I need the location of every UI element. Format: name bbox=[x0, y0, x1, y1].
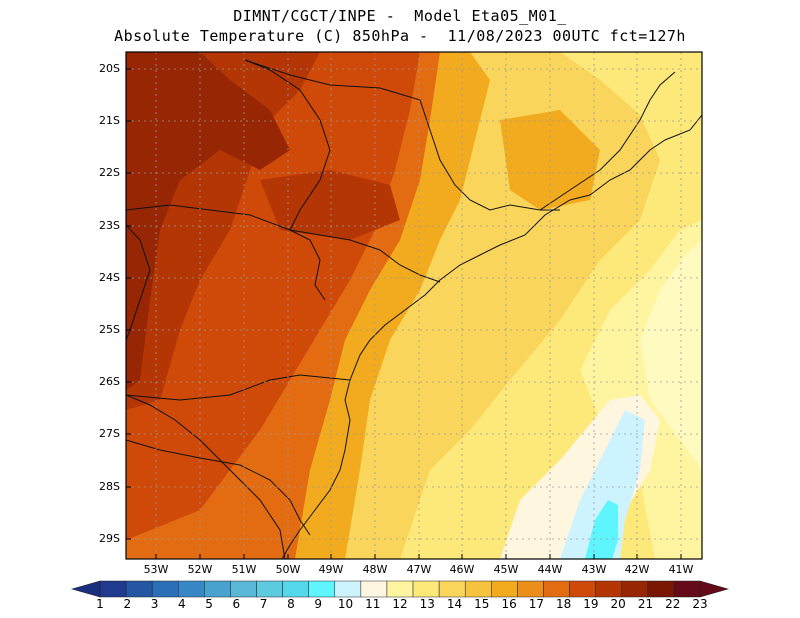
colorbar-cell bbox=[256, 580, 283, 598]
colorbar-right-arrow bbox=[699, 580, 730, 598]
lon-label-45w: 45W bbox=[493, 563, 519, 576]
colorbar-label: 21 bbox=[637, 597, 654, 611]
lon-label-53w: 53W bbox=[143, 563, 169, 576]
colorbar-cell bbox=[282, 580, 309, 598]
state-border-mg-rj bbox=[539, 71, 676, 211]
lon-label-42w: 42W bbox=[624, 563, 650, 576]
colorbar-cell bbox=[308, 580, 336, 598]
lon-label-41w: 41W bbox=[668, 563, 694, 576]
colorbar-label: 14 bbox=[446, 597, 463, 611]
lat-label-21s: 21S bbox=[99, 114, 120, 127]
colorbar-cell bbox=[621, 580, 649, 598]
colorbar-label: 5 bbox=[205, 597, 213, 611]
colorbar-label: 8 bbox=[287, 597, 295, 611]
map-title-line-1: DIMNT/CGCT/INPE - Model Eta05_M01_ bbox=[233, 7, 567, 25]
colorbar-cell bbox=[230, 580, 257, 598]
colorbar-cell bbox=[569, 580, 596, 598]
lon-label-49w: 49W bbox=[318, 563, 344, 576]
colorbar-cells bbox=[99, 580, 701, 598]
colorbar-cell bbox=[412, 580, 440, 598]
colorbar-label: 18 bbox=[555, 597, 572, 611]
colorbar-left-arrow bbox=[70, 580, 101, 598]
graticule bbox=[126, 52, 702, 559]
colorbar-cell bbox=[204, 580, 231, 598]
colorbar-cell bbox=[673, 580, 701, 598]
state-border-ms-sp bbox=[244, 59, 331, 231]
colorbar-cell bbox=[151, 580, 179, 598]
lat-label-22s: 22S bbox=[99, 166, 120, 179]
colorbar-label: 20 bbox=[610, 597, 626, 611]
colorbar-label: 1 bbox=[96, 597, 104, 611]
lon-label-51w: 51W bbox=[231, 563, 257, 576]
lat-label-28s: 28S bbox=[99, 480, 120, 493]
state-border-mg-sp bbox=[244, 59, 560, 211]
coastline bbox=[281, 114, 702, 559]
state-border-sc-rs bbox=[126, 439, 311, 536]
colorbar-cell bbox=[517, 580, 544, 598]
colorbar-label: 3 bbox=[150, 597, 159, 611]
lat-label-24s: 24S bbox=[99, 271, 120, 284]
colorbar-cell bbox=[438, 580, 466, 598]
colorbar-cell bbox=[99, 580, 127, 598]
colorbar-cell bbox=[595, 580, 622, 598]
colorbar-label: 7 bbox=[259, 597, 268, 611]
lon-label-48w: 48W bbox=[362, 563, 388, 576]
colorbar-label: 15 bbox=[474, 597, 490, 611]
colorbar-label: 22 bbox=[665, 597, 681, 611]
lon-label-52w: 52W bbox=[187, 563, 213, 576]
colorbar-label: 17 bbox=[528, 597, 544, 611]
temperature-field bbox=[126, 52, 702, 559]
lon-label-43w: 43W bbox=[581, 563, 607, 576]
colorbar-label: 19 bbox=[583, 597, 599, 611]
colorbar-cell bbox=[647, 580, 675, 598]
colorbar-label: 23 bbox=[692, 597, 708, 611]
colorbar-label: 6 bbox=[232, 597, 241, 611]
colorbar-cell bbox=[491, 580, 518, 598]
lat-label-26s: 26S bbox=[99, 375, 120, 388]
colorbar-label: 9 bbox=[314, 597, 322, 611]
temp-region-20b bbox=[260, 170, 400, 240]
colorbar-cell bbox=[178, 580, 205, 598]
colorbar-cell bbox=[464, 580, 492, 598]
colorbar-label: 16 bbox=[501, 597, 517, 611]
temp-region-12 bbox=[640, 240, 702, 470]
colorbar-cell bbox=[125, 580, 153, 598]
axis-ticks bbox=[126, 68, 682, 559]
colorbar-label: 4 bbox=[177, 597, 186, 611]
colorbar-cell bbox=[360, 580, 388, 598]
boundaries bbox=[126, 59, 702, 559]
border-argentina bbox=[126, 394, 286, 559]
lon-label-46w: 46W bbox=[449, 563, 475, 576]
temp-region-21 bbox=[126, 52, 290, 390]
lat-label-25s: 25S bbox=[99, 323, 120, 336]
colorbar-label: 2 bbox=[123, 597, 132, 611]
map-frame bbox=[125, 51, 703, 560]
border-paraguay bbox=[126, 224, 151, 341]
colorbar-label: 11 bbox=[365, 597, 381, 611]
state-border-sp-pr bbox=[289, 229, 441, 283]
lat-label-23s: 23S bbox=[99, 219, 120, 232]
lon-label-47w: 47W bbox=[406, 563, 432, 576]
colorbar-label: 10 bbox=[337, 597, 354, 611]
lat-label-27s: 27S bbox=[99, 427, 120, 440]
temp-region-16 bbox=[290, 52, 490, 559]
temp-region-9 bbox=[585, 500, 618, 559]
colorbar-cell bbox=[386, 580, 414, 598]
colorbar-cell bbox=[334, 580, 362, 598]
colorbar-label: 13 bbox=[419, 597, 435, 611]
colorbar-label: 12 bbox=[392, 597, 408, 611]
colorbar-cell bbox=[543, 580, 570, 598]
lon-label-50w: 50W bbox=[275, 563, 301, 576]
map-title-line-2: Absolute Temperature (C) 850hPa - 11/08/… bbox=[114, 27, 686, 45]
lat-label-20s: 20S bbox=[99, 62, 120, 75]
state-border-pr-sc bbox=[126, 374, 351, 401]
lon-label-44w: 44W bbox=[537, 563, 563, 576]
lat-label-29s: 29S bbox=[99, 532, 120, 545]
temp-region-10 bbox=[560, 410, 645, 559]
